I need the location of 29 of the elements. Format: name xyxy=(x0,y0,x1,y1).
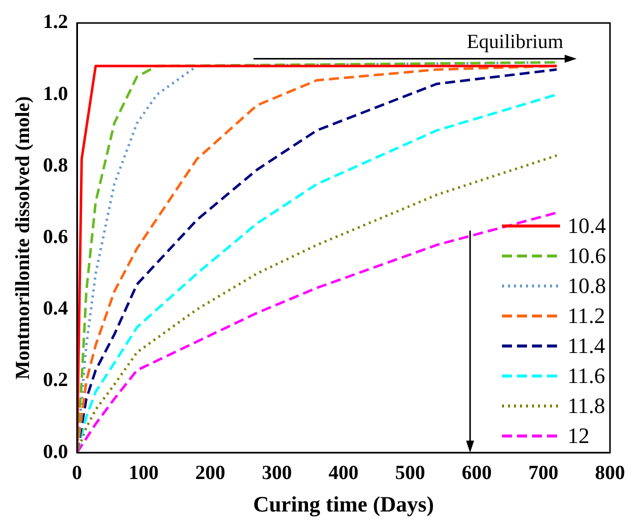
y-tick-label: 0.6 xyxy=(43,226,68,248)
x-tick-label: 0 xyxy=(72,462,82,484)
legend-label: 12 xyxy=(568,422,590,449)
y-tick-label: 0.8 xyxy=(43,154,68,176)
x-tick-label: 600 xyxy=(462,462,492,484)
annotation: Equilibrium xyxy=(466,31,564,54)
legend-label: 11.2 xyxy=(568,302,606,329)
x-axis-title: Curing time (Days) xyxy=(253,491,434,516)
x-tick-label: 300 xyxy=(262,462,292,484)
y-tick-label: 0.2 xyxy=(43,369,68,392)
legend-label: 11.6 xyxy=(568,362,606,389)
x-tick-label: 200 xyxy=(195,462,226,484)
x-tick-label: 500 xyxy=(395,462,426,484)
legend-label: 11.4 xyxy=(568,332,606,359)
line-series xyxy=(77,211,558,453)
x-tick-label: 400 xyxy=(328,462,358,484)
y-tick-label: 1.0 xyxy=(43,82,68,105)
legend-label: 10.6 xyxy=(568,242,606,269)
x-tick-label: 100 xyxy=(128,462,159,484)
y-tick-label: 1.2 xyxy=(43,11,68,34)
y-tick-label: 0.4 xyxy=(43,298,68,320)
x-tick-label: 800 xyxy=(595,462,625,484)
legend-label: 10.4 xyxy=(568,212,606,239)
line-series xyxy=(77,154,558,453)
y-tick-label: 0.0 xyxy=(43,440,68,463)
legend-label: 11.8 xyxy=(568,392,606,419)
legend-label: 10.8 xyxy=(568,272,606,299)
x-tick-label: 700 xyxy=(528,462,558,484)
y-axis-title: Montmorillonite dissolved (mole) xyxy=(12,96,34,380)
